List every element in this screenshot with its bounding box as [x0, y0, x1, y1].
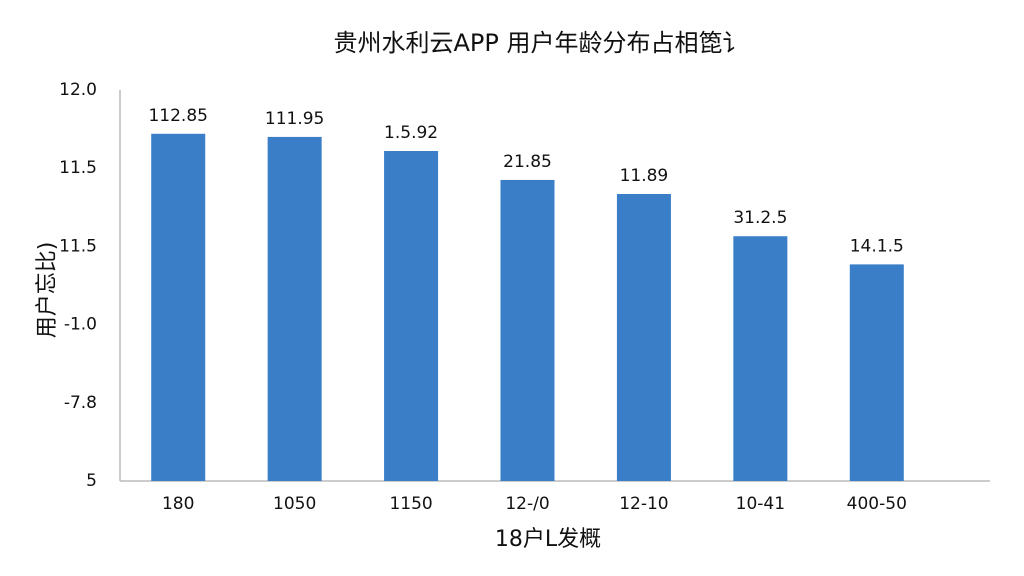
bar [616, 194, 671, 482]
bar [384, 150, 439, 481]
value-label: 21.85 [503, 152, 552, 172]
x-tick-label: 1050 [273, 494, 316, 514]
y-tick-label: 11.5 [59, 236, 97, 256]
value-label: 14.1.5 [850, 236, 904, 256]
y-axis-label: 用户忘比) [35, 242, 60, 339]
x-tick-label: 12-10 [619, 494, 668, 514]
value-label: 11.89 [620, 166, 669, 186]
x-tick-label: 12-/0 [505, 494, 549, 514]
x-tick-label: 10-41 [736, 494, 785, 514]
y-tick-label: 12.0 [59, 80, 97, 100]
y-tick-label: -7.8 [64, 393, 97, 413]
bar [500, 179, 555, 481]
value-label: 31.2.5 [733, 208, 787, 228]
value-label: 112.85 [148, 106, 207, 126]
chart-title: 贵州水利云APP 用户年龄分布占相箆讠 [334, 29, 747, 57]
value-label: 111.95 [265, 109, 324, 129]
bar [267, 136, 322, 482]
y-tick-label: -1.0 [64, 315, 97, 335]
x-axis-label: 18户L发概 [495, 527, 601, 552]
x-tick-label: 400-50 [847, 494, 907, 514]
y-tick-label: 5 [86, 471, 97, 491]
bar [849, 264, 904, 481]
bar [151, 133, 206, 482]
x-tick-label: 1150 [389, 494, 432, 514]
y-tick-label: 11.5 [59, 158, 97, 178]
value-label: 1.5.92 [384, 123, 438, 143]
x-tick-label: 180 [162, 494, 194, 514]
bar [733, 236, 788, 481]
